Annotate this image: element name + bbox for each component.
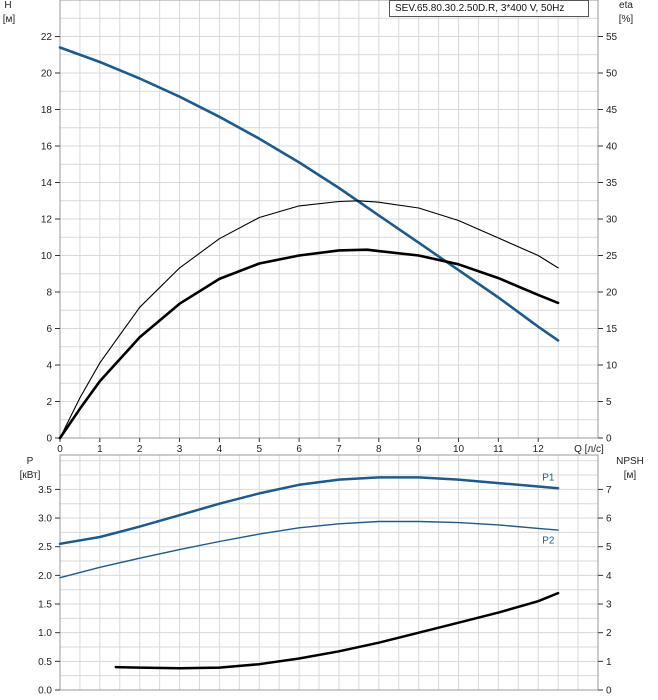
- series-p1: [58, 476, 560, 546]
- series-layer: [58, 46, 560, 670]
- top-left-tick-label: 14: [41, 178, 53, 189]
- top-left-tick-label: 10: [41, 251, 53, 262]
- top-left-tick-label: 8: [46, 288, 52, 299]
- top-left-tick-label: 20: [41, 69, 53, 80]
- series-label-p1: P1: [542, 473, 555, 484]
- top-left-tick-label: 2: [46, 397, 52, 408]
- axes-layer: [55, 0, 603, 691]
- bottom-right-tick-label: 5: [606, 542, 612, 553]
- x-tick-label: 11: [493, 444, 504, 455]
- top-left-tick-label: 12: [41, 215, 53, 226]
- top-right-tick-label: 10: [606, 361, 618, 372]
- series-label-p2: P2: [542, 535, 555, 546]
- bottom-left-tick-label: 1.0: [38, 628, 52, 639]
- top-right-tick-label: 25: [606, 251, 618, 262]
- eta-axis-unit: [%]: [619, 14, 634, 25]
- series-eta-thin: [59, 200, 559, 439]
- npsh-axis-label: NPSH: [616, 456, 644, 467]
- x-tick-label: 10: [453, 444, 465, 455]
- x-tick-label: 3: [177, 444, 183, 455]
- bottom-left-tick-label: 2.0: [38, 571, 52, 582]
- bottom-right-tick-label: 1: [606, 657, 612, 668]
- series-p2: [59, 520, 559, 579]
- x-tick-label: 0: [57, 444, 63, 455]
- bottom-right-tick-label: 4: [606, 571, 612, 582]
- bottom-left-tick-label: 3.0: [38, 514, 52, 525]
- x-tick-label: 12: [533, 444, 545, 455]
- p-axis-unit: [кВт]: [20, 470, 41, 481]
- x-tick-label: 2: [137, 444, 143, 455]
- x-axis-label: Q [л/с]: [574, 444, 604, 455]
- bottom-left-tick-label: 0.0: [38, 686, 52, 697]
- eta-axis-label: eta: [619, 0, 633, 11]
- bottom-right-tick-label: 6: [606, 514, 612, 525]
- x-tick-label: 9: [416, 444, 422, 455]
- top-right-tick-label: 15: [606, 324, 618, 335]
- bottom-right-tick-label: 0: [606, 686, 612, 697]
- bottom-left-tick-label: 2.5: [38, 542, 52, 553]
- bottom-left-tick-label: 3.5: [38, 485, 52, 496]
- bottom-left-tick-label: 1.5: [38, 600, 52, 611]
- top-right-tick-label: 45: [606, 105, 618, 116]
- bottom-left-tick-label: 0.5: [38, 657, 52, 668]
- h-axis-label: H: [4, 0, 11, 11]
- label-layer: 0246810121416182022051015202530354045505…: [3, 0, 644, 697]
- bottom-plot-frame: [59, 454, 599, 691]
- top-left-tick-label: 0: [46, 434, 52, 445]
- top-right-tick-label: 0: [606, 434, 612, 445]
- npsh-axis-unit: [м]: [624, 470, 637, 481]
- top-right-tick-label: 40: [606, 142, 618, 153]
- top-right-tick-label: 30: [606, 215, 618, 226]
- top-left-tick-label: 22: [41, 32, 53, 43]
- x-tick-label: 5: [256, 444, 262, 455]
- h-axis-unit: [м]: [3, 14, 16, 25]
- top-left-tick-label: 18: [41, 105, 53, 116]
- grid-layer: [60, 0, 598, 690]
- top-right-tick-label: 5: [606, 397, 612, 408]
- x-tick-label: 6: [296, 444, 302, 455]
- bottom-right-tick-label: 3: [606, 600, 612, 611]
- top-left-tick-label: 16: [41, 142, 53, 153]
- bottom-right-tick-label: 7: [606, 485, 612, 496]
- top-right-tick-label: 35: [606, 178, 618, 189]
- top-left-tick-label: 6: [46, 324, 52, 335]
- x-tick-label: 4: [217, 444, 223, 455]
- x-tick-label: 8: [376, 444, 382, 455]
- series-head: [58, 46, 560, 342]
- top-right-tick-label: 20: [606, 288, 618, 299]
- bottom-right-tick-label: 2: [606, 628, 612, 639]
- top-right-tick-label: 50: [606, 69, 618, 80]
- p-axis-label: P: [27, 456, 34, 467]
- x-tick-label: 7: [336, 444, 342, 455]
- series-eta-thick: [58, 248, 560, 440]
- model-label: SEV.65.80.30.2.50D.R, 3*400 V, 50Hz: [389, 0, 589, 17]
- series-npsh: [114, 591, 560, 670]
- x-tick-label: 1: [97, 444, 103, 455]
- top-right-tick-label: 55: [606, 32, 618, 43]
- top-left-tick-label: 4: [46, 361, 52, 372]
